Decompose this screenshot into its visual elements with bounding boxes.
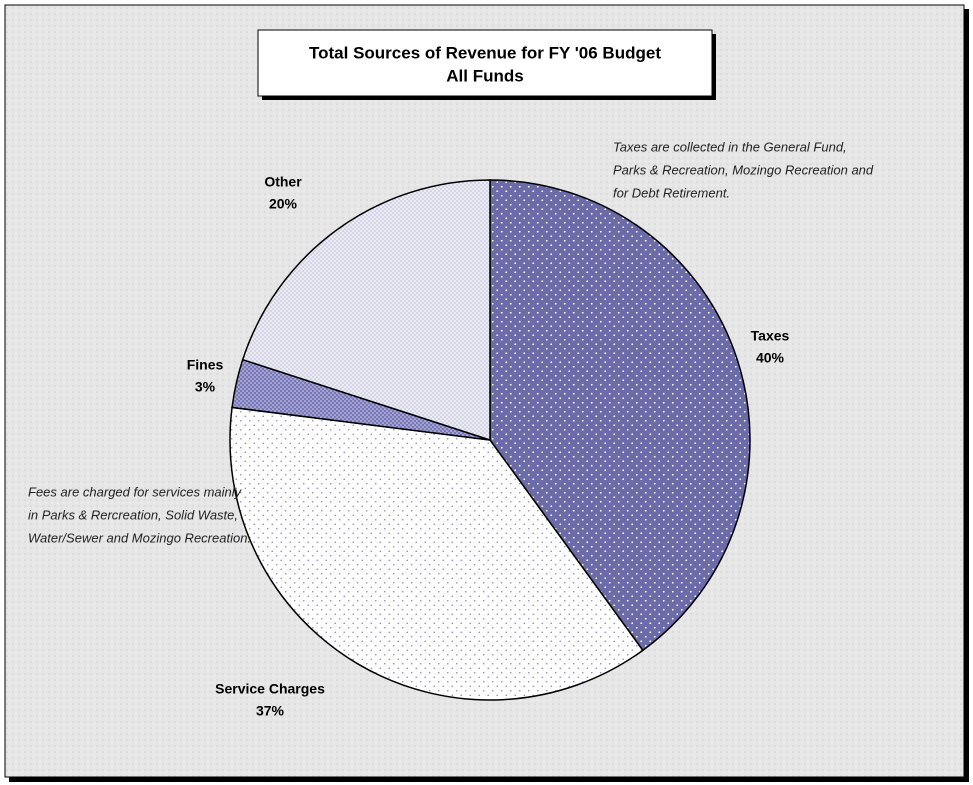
- chart-subtitle: All Funds: [446, 66, 523, 85]
- pie-slice: [229, 406, 644, 701]
- slice-category-label: Service Charges: [215, 681, 325, 697]
- annotation-line: for Debt Retirement.: [613, 185, 730, 200]
- chart-title: Total Sources of Revenue for FY '06 Budg…: [309, 43, 661, 62]
- annotation-line: Parks & Recreation, Mozingo Recreation a…: [613, 162, 874, 177]
- slice-value-label: 37%: [256, 703, 285, 719]
- slice-value-label: 40%: [756, 350, 785, 366]
- pie-slice: [241, 179, 491, 442]
- slice-category-label: Taxes: [751, 328, 790, 344]
- annotation-line: Water/Sewer and Mozingo Recreation.: [28, 530, 251, 545]
- labels: Taxes 40% Service Charges 37% Fines 3% Other 20…: [28, 139, 874, 718]
- title-box: [257, 29, 713, 97]
- annotation-line: in Parks & Rercreation, Solid Waste,: [28, 507, 238, 522]
- slice-category-label: Other: [264, 174, 302, 190]
- slice-value-label: 3%: [195, 379, 216, 395]
- slice-category-label: Fines: [187, 357, 224, 373]
- pie: [229, 179, 751, 701]
- annotation-line: Fees are charged for services mainly: [28, 484, 243, 499]
- pie-slice: [489, 179, 751, 652]
- annotation-line: Taxes are collected in the General Fund,: [613, 139, 847, 154]
- slice-value-label: 20%: [269, 196, 298, 212]
